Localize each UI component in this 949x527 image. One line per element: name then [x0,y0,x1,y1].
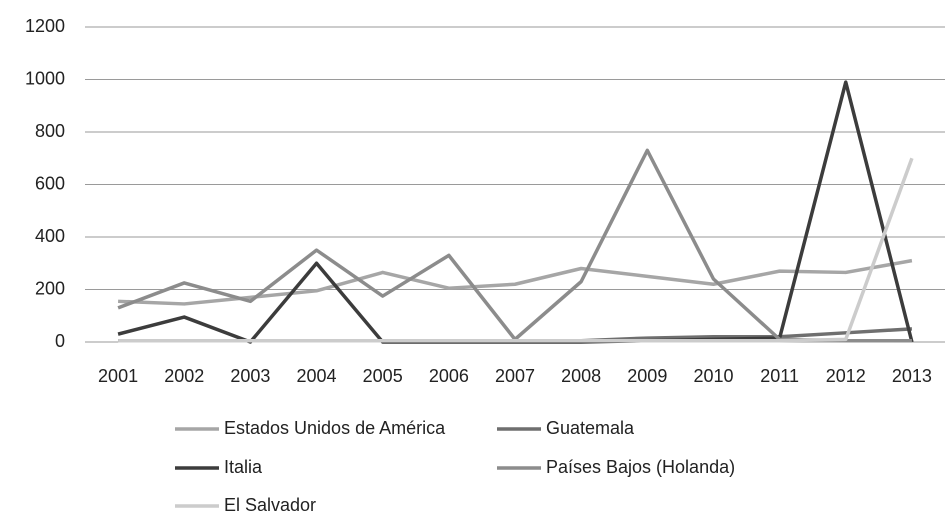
x-tick-label: 2013 [892,366,932,386]
y-tick-label: 0 [55,331,65,351]
series-line [117,148,912,343]
y-tick-label: 600 [35,173,65,193]
x-tick-label: 2012 [826,366,866,386]
x-tick-label: 2003 [230,366,270,386]
x-tick-label: 2011 [760,366,799,386]
legend-label: Estados Unidos de América [224,418,446,438]
x-tick-label: 2008 [561,366,601,386]
x-tick-label: 2009 [627,366,667,386]
y-tick-label: 400 [35,226,65,246]
x-tick-label: 2007 [495,366,535,386]
x-tick-label: 2002 [164,366,204,386]
y-tick-label: 1000 [25,68,65,88]
series-line [118,258,913,306]
series-line [118,157,914,343]
y-tick-label: 800 [35,121,65,141]
legend-label: Países Bajos (Holanda) [546,457,735,477]
x-tick-label: 2001 [98,366,138,386]
series-line [117,80,914,344]
y-tick-label: 1200 [25,16,65,36]
x-tick-label: 2004 [297,366,337,386]
legend-label: El Salvador [224,495,316,515]
x-tick-label: 2010 [693,366,733,386]
legend-label: Italia [224,457,263,477]
x-tick-label: 2005 [363,366,403,386]
legend-label: Guatemala [546,418,635,438]
y-tick-label: 200 [35,278,65,298]
x-tick-label: 2006 [429,366,469,386]
